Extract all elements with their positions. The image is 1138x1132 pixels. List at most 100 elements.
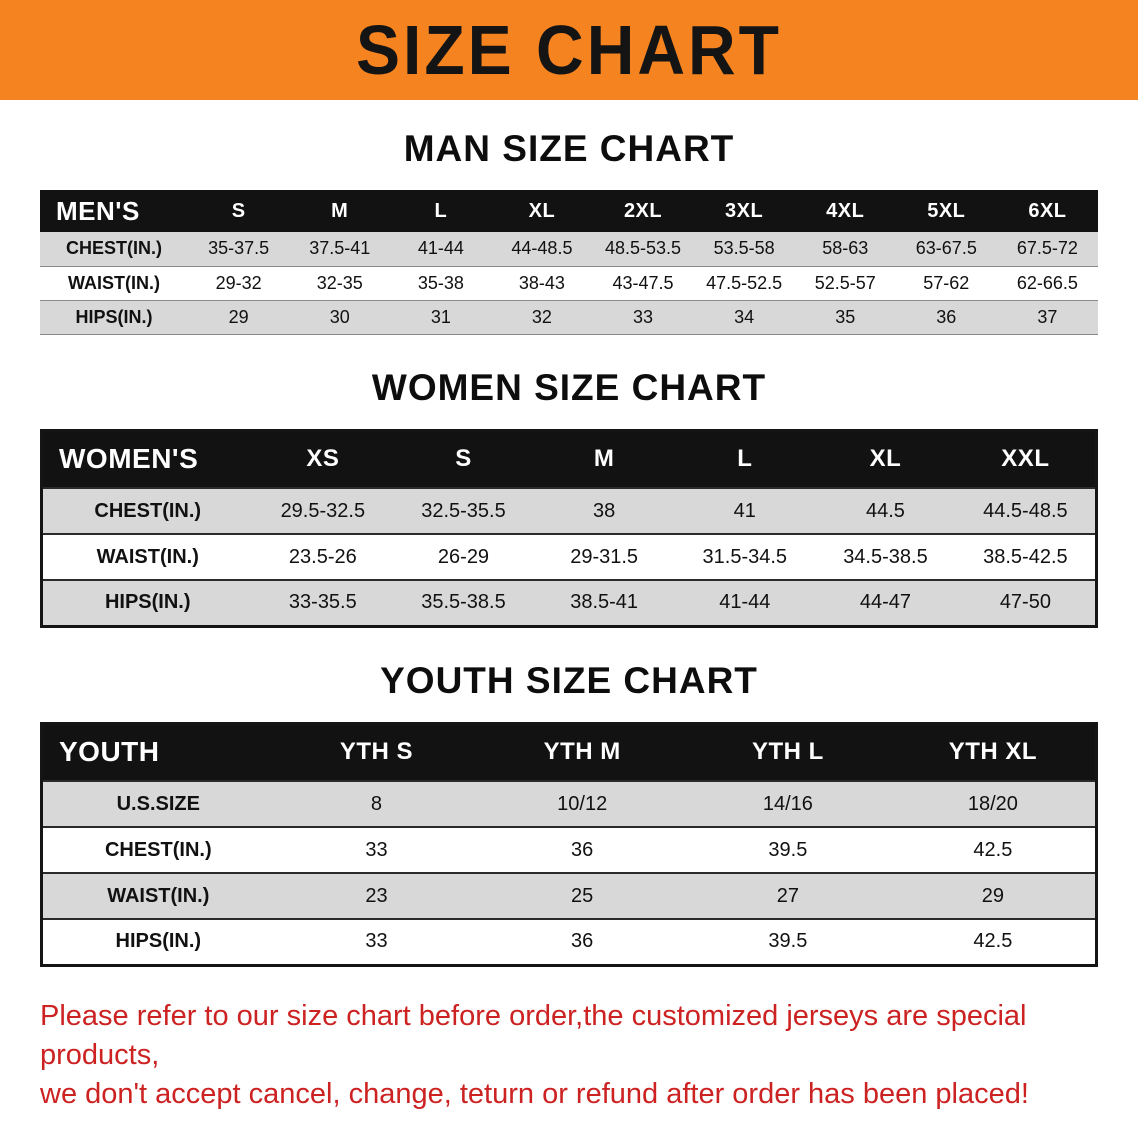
table-row: HIPS(IN.) 33-35.5 35.5-38.5 38.5-41 41-44 44-…: [41, 579, 1097, 626]
size-column-header: 5XL: [927, 199, 966, 222]
table-corner-label: MEN'S: [56, 195, 140, 226]
size-value: 23: [273, 872, 480, 919]
size-value: 58-63: [794, 232, 896, 267]
size-column-header: S: [231, 199, 246, 222]
row-label: WAIST(IN.): [41, 872, 274, 919]
size-value: 29-32: [188, 266, 290, 301]
size-value: 31.5-34.5: [674, 533, 816, 580]
size-value: 44.5: [815, 487, 956, 534]
size-column-header: M: [331, 199, 349, 222]
page-title: SIZE CHART: [356, 11, 782, 89]
size-value: 33-35.5: [252, 579, 394, 626]
size-value: 32-35: [289, 266, 391, 301]
size-column-header: YTH M: [543, 738, 621, 766]
size-value: 36: [479, 826, 686, 873]
size-value: 32.5-35.5: [393, 487, 534, 534]
disclaimer: Please refer to our size chart before or…: [40, 997, 1098, 1114]
size-column-header: XL: [528, 199, 556, 222]
size-value: 44.5-48.5: [955, 487, 1097, 534]
size-value: 57-62: [895, 266, 997, 301]
table-header-row: YOUTH YTH S YTH M YTH L YTH XL: [41, 723, 1097, 781]
table-row: U.S.SIZE 8 10/12 14/16 18/20: [41, 780, 1097, 827]
size-column-header: 2XL: [623, 199, 663, 222]
row-label: CHEST(IN.): [40, 232, 189, 267]
row-label: CHEST(IN.): [41, 487, 253, 534]
size-column-header: YTH L: [751, 738, 824, 766]
men-size-section: MAN SIZE CHART MEN'S S M L XL 2XL 3XL 4XL 5XL 6XL…: [0, 128, 1138, 335]
size-value: 47.5-52.5: [693, 266, 795, 301]
table-row: WAIST(IN.) 23 25 27 29: [41, 872, 1097, 919]
size-value: 18/20: [890, 780, 1097, 827]
size-column-header: YTH S: [339, 738, 414, 766]
size-value: 44-48.5: [491, 232, 593, 267]
table-row: HIPS(IN.) 29 30 31 32 33 34 35 36 37: [40, 300, 1098, 335]
size-value: 36: [479, 918, 686, 965]
table-row: WAIST(IN.) 23.5-26 26-29 29-31.5 31.5-34.5 34…: [41, 533, 1097, 580]
size-column-header: 3XL: [725, 199, 764, 222]
youth-section-heading: YOUTH SIZE CHART: [380, 659, 758, 701]
table-row: CHEST(IN.) 33 36 39.5 42.5: [41, 826, 1097, 873]
disclaimer-line-1: Please refer to our size chart before or…: [40, 999, 1027, 1071]
size-value: 37.5-41: [289, 232, 391, 267]
row-label: CHEST(IN.): [41, 826, 274, 873]
size-column-header: XS: [306, 445, 340, 473]
table-row: WAIST(IN.) 29-32 32-35 35-38 38-43 43-47.5 47.…: [40, 266, 1098, 301]
size-column-header: M: [593, 445, 615, 473]
size-value: 42.5: [890, 826, 1097, 873]
size-column-header: XL: [869, 445, 902, 473]
size-value: 47-50: [955, 579, 1097, 626]
table-corner-label: WOMEN'S: [59, 443, 199, 475]
size-value: 44-47: [815, 579, 956, 626]
size-value: 38-43: [491, 266, 593, 301]
women-size-table: WOMEN'S XS S M L XL XXL CHEST(IN.) 29.5-32.5 32.5…: [40, 428, 1098, 628]
size-value: 48.5-53.5: [592, 232, 694, 267]
size-value: 23.5-26: [252, 533, 394, 580]
size-value: 34.5-38.5: [815, 533, 956, 580]
size-value: 34: [693, 300, 795, 335]
size-value: 35-37.5: [188, 232, 290, 267]
row-label: WAIST(IN.): [40, 266, 189, 301]
size-value: 30: [289, 300, 391, 335]
size-column-header: 6XL: [1028, 199, 1067, 222]
size-value: 38.5-41: [533, 579, 675, 626]
youth-size-table: YOUTH YTH S YTH M YTH L YTH XL U.S.SIZE 8 10/12…: [40, 721, 1098, 967]
size-value: 39.5: [685, 918, 891, 965]
size-value: 62-66.5: [996, 266, 1098, 301]
size-value: 36: [895, 300, 997, 335]
size-value: 33: [592, 300, 694, 335]
size-value: 10/12: [479, 780, 686, 827]
size-value: 35-38: [390, 266, 492, 301]
size-value: 14/16: [685, 780, 891, 827]
size-value: 33: [273, 918, 480, 965]
table-header-row: MEN'S S M L XL 2XL 3XL 4XL 5XL 6XL: [40, 190, 1098, 232]
table-row: HIPS(IN.) 33 36 39.5 42.5: [41, 918, 1097, 965]
youth-size-section: YOUTH SIZE CHART YOUTH YTH S YTH M YTH L YTH…: [0, 660, 1138, 967]
size-value: 41: [674, 487, 816, 534]
row-label: WAIST(IN.): [41, 533, 253, 580]
size-column-header: L: [434, 199, 448, 222]
size-value: 63-67.5: [895, 232, 997, 267]
row-label: HIPS(IN.): [41, 918, 274, 965]
size-column-header: XXL: [1001, 445, 1050, 473]
size-value: 25: [479, 872, 686, 919]
women-section-heading: WOMEN SIZE CHART: [371, 366, 767, 408]
size-value: 29.5-32.5: [252, 487, 394, 534]
size-value: 33: [273, 826, 480, 873]
row-label: U.S.SIZE: [41, 780, 274, 827]
size-value: 67.5-72: [996, 232, 1098, 267]
title-banner: SIZE CHART: [0, 0, 1138, 100]
table-row: CHEST(IN.) 35-37.5 37.5-41 41-44 44-48.5 48.5…: [40, 232, 1098, 267]
size-value: 38: [533, 487, 675, 534]
size-column-header: YTH XL: [948, 738, 1038, 766]
disclaimer-line-2: we don't accept cancel, change, teturn o…: [40, 1077, 1029, 1110]
row-label: HIPS(IN.): [40, 300, 189, 335]
men-size-table: MEN'S S M L XL 2XL 3XL 4XL 5XL 6XL CHEST(IN.) 35-37…: [40, 190, 1098, 335]
size-value: 26-29: [393, 533, 534, 580]
row-label: HIPS(IN.): [41, 579, 253, 626]
size-value: 38.5-42.5: [955, 533, 1097, 580]
size-column-header: 4XL: [826, 199, 865, 222]
size-value: 8: [273, 780, 480, 827]
size-value: 31: [390, 300, 492, 335]
size-column-header: S: [455, 445, 472, 473]
